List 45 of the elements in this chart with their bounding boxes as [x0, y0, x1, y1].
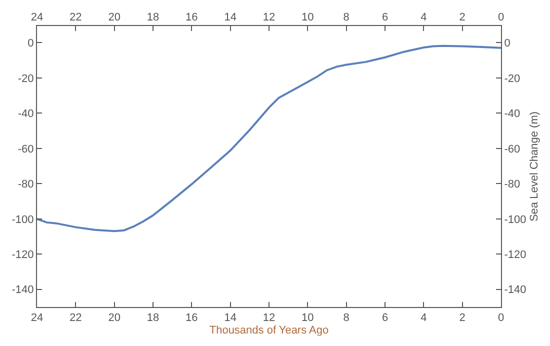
x-tick-label: 18 [146, 12, 160, 24]
y-tick-label: -40 [18, 108, 34, 120]
x-tick-label: 8 [343, 12, 350, 24]
y-tick-label: -140 [12, 284, 34, 296]
x-tick-label: 14 [224, 12, 236, 24]
x-tick-label: 4 [420, 12, 427, 24]
x2-tick-label: 6 [382, 312, 388, 324]
y2-tick-label: -20 [504, 72, 520, 85]
x-axis-title: Thousands of Years Ago [209, 324, 329, 336]
x-tick-label: 20 [108, 12, 120, 24]
x2-tick-label: 10 [302, 312, 314, 324]
y2-tick-label: -60 [504, 143, 520, 156]
y-tick-label: -20 [18, 72, 34, 85]
y2-axis-title: Sea Level Change (m) [528, 111, 540, 222]
x2-tick-label: 0 [498, 312, 504, 324]
x2-tick-label: 14 [224, 312, 236, 324]
x-tick-label: 24 [30, 12, 44, 24]
line-series [37, 44, 501, 232]
x2-tick-label: 20 [108, 312, 120, 324]
y-tick-label: -120 [12, 249, 34, 261]
y-tick-label: -100 [12, 214, 34, 226]
x2-tick-label: 4 [420, 312, 427, 324]
y-tick-label: -60 [18, 143, 34, 156]
x2-tick-label: 18 [146, 312, 160, 324]
x2-tick-label: 2 [459, 312, 466, 324]
x-tick-label: 12 [262, 12, 276, 24]
x2-tick-label: 16 [186, 312, 198, 324]
x-tick-label: 16 [186, 12, 198, 24]
x-tick-label: 2 [459, 12, 466, 24]
x-tick-label: 10 [302, 12, 314, 24]
x-tick-label: 6 [382, 12, 388, 24]
y2-tick-label: -140 [504, 284, 526, 296]
x-tick-label: 22 [70, 12, 82, 24]
x-tick-label: 0 [498, 12, 504, 24]
y-tick-label: -80 [18, 178, 34, 191]
y2-tick-label: -120 [504, 249, 526, 261]
y2-tick-label: -80 [504, 178, 520, 191]
y-tick-label: 0 [28, 38, 34, 50]
y2-tick-label: -40 [504, 108, 520, 120]
x2-tick-label: 24 [30, 312, 44, 324]
y2-tick-label: 0 [504, 38, 510, 50]
x2-tick-label: 8 [343, 312, 350, 324]
x2-tick-label: 12 [262, 312, 276, 324]
x2-tick-label: 22 [70, 312, 82, 324]
y2-tick-label: -100 [504, 214, 526, 226]
